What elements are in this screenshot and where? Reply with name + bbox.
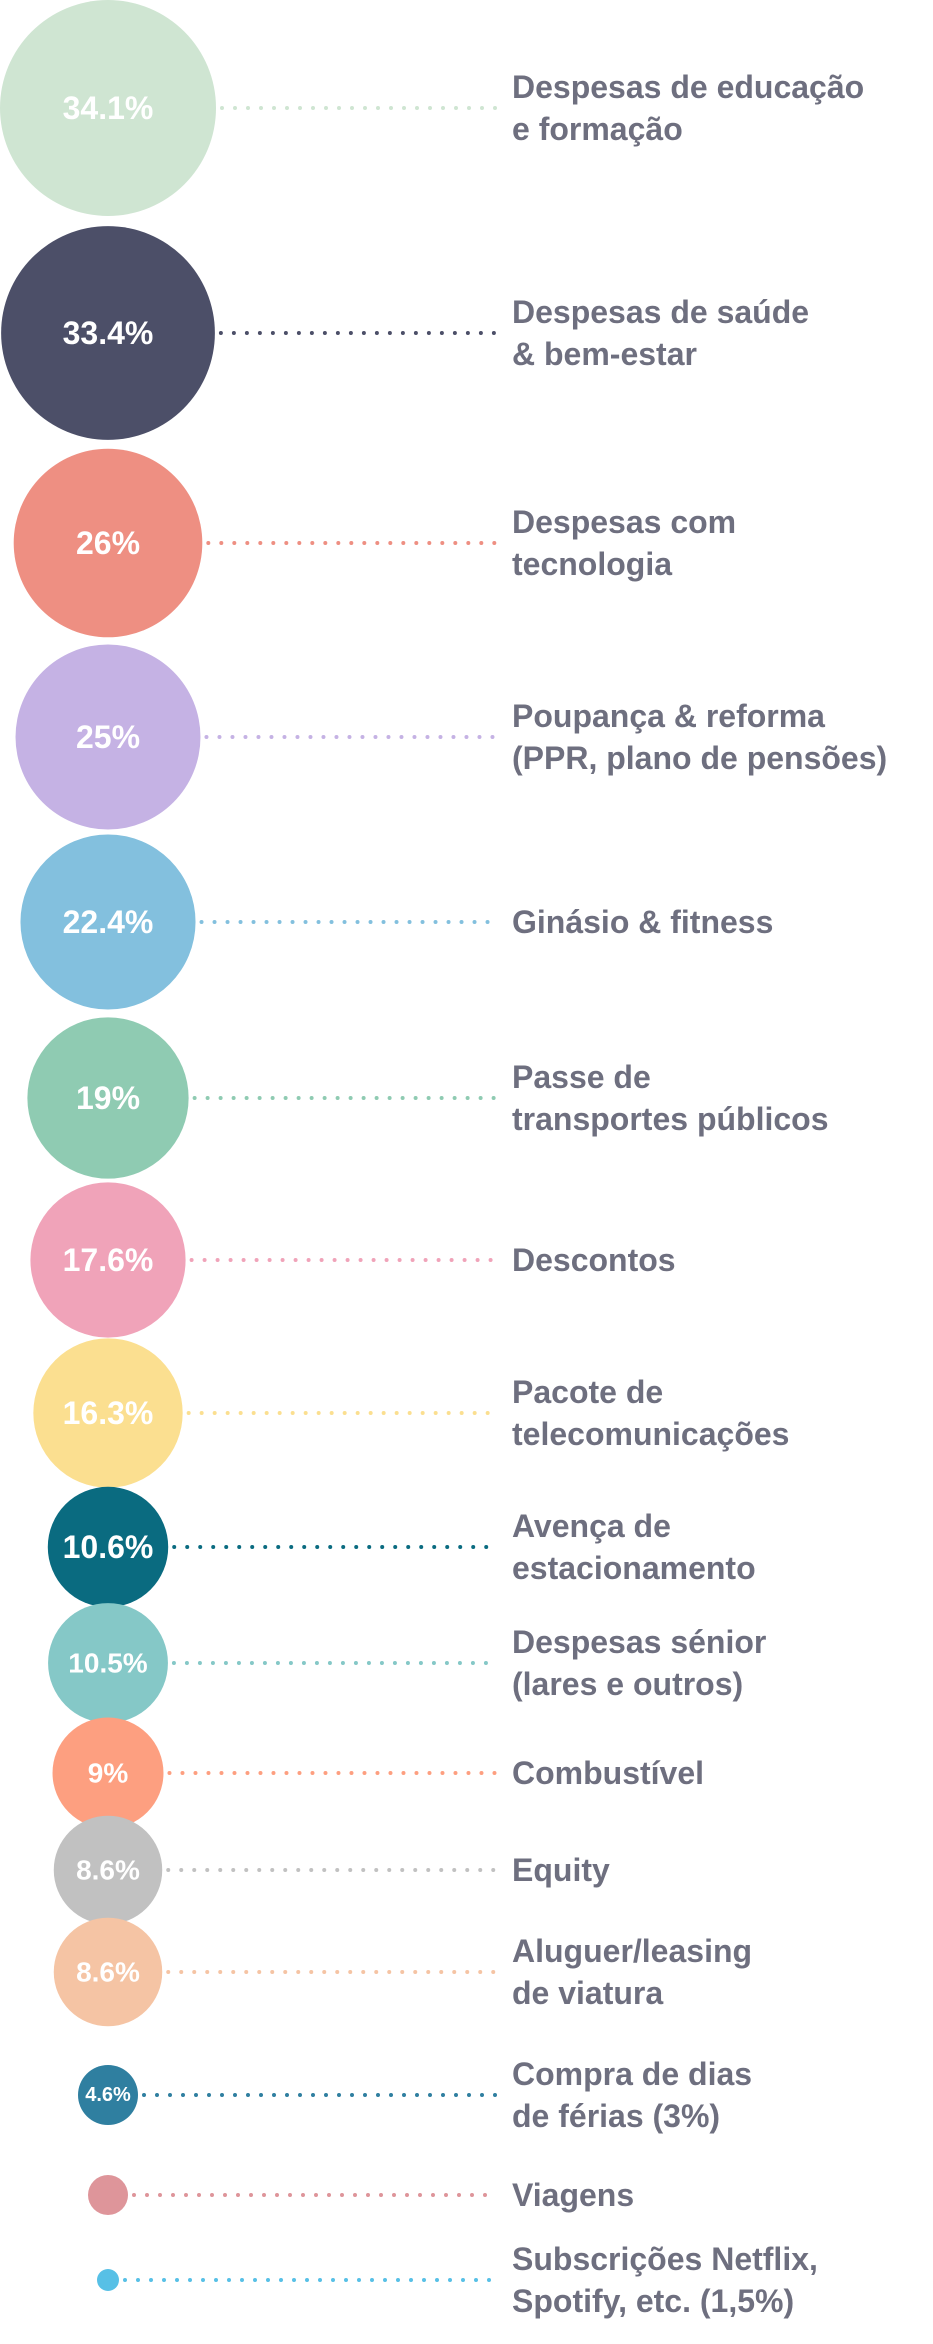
category-label: Aluguer/leasing de viatura	[512, 1933, 752, 2011]
bubble	[48, 1603, 168, 1723]
category-label-line: Viagens	[512, 2177, 634, 2213]
value-label: 19%	[76, 1080, 140, 1116]
category-label-line: transportes públicos	[512, 1101, 829, 1137]
value-label: 4.6%	[85, 2084, 131, 2106]
category-label: Despesas com tecnologia	[512, 504, 736, 582]
value-label: 22.4%	[63, 904, 154, 940]
category-label: Compra de dias de férias (3%)	[512, 2056, 752, 2134]
bubble	[33, 1338, 183, 1488]
category-label-line: Passe de	[512, 1059, 651, 1095]
value-label: 8.6%	[76, 1957, 140, 1988]
bubble	[97, 2269, 119, 2291]
category-label-line: (PPR, plano de pensões)	[512, 740, 887, 776]
category-label-line: de viatura	[512, 1975, 663, 2011]
category-label: Equity	[512, 1852, 610, 1888]
category-label: Ginásio & fitness	[512, 904, 773, 940]
bubble	[53, 1917, 163, 2027]
value-label: 10.5%	[68, 1648, 147, 1679]
category-label-line: Compra de dias	[512, 2056, 752, 2092]
value-label: 16.3%	[63, 1395, 154, 1431]
value-label: 10.6%	[63, 1529, 154, 1565]
category-label-line: Poupança & reforma	[512, 698, 825, 734]
category-label-line: telecomunicações	[512, 1416, 789, 1452]
bubble	[1, 226, 215, 440]
bubble	[53, 1815, 163, 1925]
bubble	[20, 834, 196, 1010]
value-label: 8.6%	[76, 1855, 140, 1886]
category-label-line: Combustível	[512, 1755, 704, 1791]
bubble	[0, 0, 216, 216]
bubble	[47, 1486, 169, 1608]
value-label: 25%	[76, 719, 140, 755]
bubble	[78, 2065, 138, 2125]
category-label-line: Despesas sénior	[512, 1624, 766, 1660]
value-label: 33.4%	[63, 315, 154, 351]
category-label-line: tecnologia	[512, 546, 672, 582]
category-label-line: Descontos	[512, 1242, 676, 1278]
category-label-line: Despesas com	[512, 504, 736, 540]
category-label-line: Subscrições Netflix,	[512, 2241, 818, 2277]
category-label-line: de férias (3%)	[512, 2098, 720, 2134]
bubble	[27, 1017, 189, 1179]
category-label-line: Aluguer/leasing	[512, 1933, 752, 1969]
category-label-line: Avença de	[512, 1508, 671, 1544]
category-label: Subscrições Netflix, Spotify, etc. (1,5%)	[512, 2241, 818, 2319]
category-label: Avença de estacionamento	[512, 1508, 756, 1586]
category-label-line: (lares e outros)	[512, 1666, 743, 1702]
category-label-line: Pacote de	[512, 1374, 663, 1410]
category-label: Viagens	[512, 2177, 634, 2213]
category-label: Pacote de telecomunicações	[512, 1374, 789, 1452]
category-label: Despesas sénior (lares e outros)	[512, 1624, 766, 1702]
category-label-line: Equity	[512, 1852, 610, 1888]
bubble	[52, 1717, 164, 1829]
category-label-line: Spotify, etc. (1,5%)	[512, 2283, 794, 2319]
value-label: 26%	[76, 525, 140, 561]
value-label: 9%	[88, 1758, 129, 1789]
category-label-line: estacionamento	[512, 1550, 756, 1586]
value-label: 17.6%	[63, 1242, 154, 1278]
category-label: Combustível	[512, 1755, 704, 1791]
bubble	[15, 644, 201, 830]
bubble	[30, 1182, 186, 1338]
category-label-line: & bem-estar	[512, 336, 697, 372]
category-label-line: Despesas de educação	[512, 69, 864, 105]
category-label-line: Ginásio & fitness	[512, 904, 773, 940]
value-label: 34.1%	[63, 90, 154, 126]
category-label: Descontos	[512, 1242, 676, 1278]
category-label: Despesas de educação e formação	[512, 69, 864, 147]
category-label-line: Despesas de saúde	[512, 294, 809, 330]
category-label: Passe de transportes públicos	[512, 1059, 829, 1137]
category-label: Poupança & reforma (PPR, plano de pensões…	[512, 698, 887, 776]
category-label: Despesas de saúde & bem-estar	[512, 294, 809, 372]
bubble	[88, 2175, 128, 2215]
bubble	[13, 448, 203, 638]
category-label-line: e formação	[512, 111, 683, 147]
